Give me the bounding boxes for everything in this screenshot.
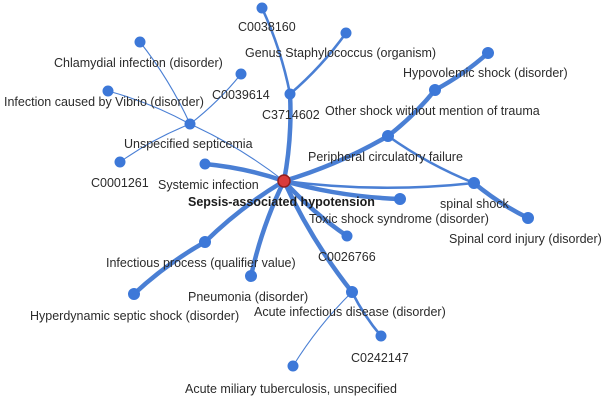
node-c0038160[interactable]	[256, 2, 268, 14]
label-genus-staph: Genus Staphylococcus (organism)	[245, 46, 436, 60]
edge-center-to-unspecified-septicemia	[189, 123, 285, 182]
edge-center-to-acute-infectious	[281, 178, 355, 295]
label-unspecified-septicemia: Unspecified septicemia	[124, 137, 253, 151]
node-acute-miliary-tb[interactable]	[287, 360, 299, 372]
label-c0026766: C0026766	[318, 250, 376, 264]
label-center: Sepsis-associated hypotension	[188, 195, 375, 209]
node-peripheral-circulatory[interactable]	[382, 130, 394, 142]
label-layer: Sepsis-associated hypotension C0038160 Gen…	[4, 20, 602, 396]
node-c0242147[interactable]	[375, 330, 387, 342]
label-acute-infectious: Acute infectious disease (disorder)	[254, 305, 446, 319]
node-genus-staph[interactable]	[340, 27, 352, 39]
node-c0026766[interactable]	[341, 230, 353, 242]
label-hyperdynamic: Hyperdynamic septic shock (disorder)	[30, 309, 239, 323]
label-pneumonia: Pneumonia (disorder)	[188, 290, 308, 304]
label-systemic-infection: Systemic infection	[158, 178, 259, 192]
node-chlamydial[interactable]	[134, 36, 146, 48]
label-other-shock: Other shock without mention of trauma	[325, 104, 540, 118]
edge-unspecified-septicemia-to-vibrio	[107, 90, 191, 125]
edge-unspecified-septicemia-to-c0001261	[119, 123, 191, 163]
edge-c3714602-to-genus-staph	[288, 31, 348, 96]
label-c3714602: C3714602	[262, 108, 320, 122]
edge-layer	[107, 6, 531, 367]
node-layer	[102, 2, 534, 372]
node-c3714602[interactable]	[284, 88, 296, 100]
edge-acute-infectious-to-acute-miliary-tb	[292, 291, 353, 367]
edge-peripheral-circulatory-to-spinal-shock	[386, 134, 476, 185]
node-hypovolemic-shock[interactable]	[482, 47, 494, 59]
label-toxic-shock: Toxic shock syndrome (disorder)	[309, 212, 489, 226]
edge-c3714602-to-c0038160	[260, 6, 292, 96]
edge-center-to-systemic-infection	[202, 161, 287, 184]
edge-center-to-c0026766	[281, 178, 350, 239]
node-infectious-process[interactable]	[199, 236, 211, 248]
edge-other-shock-to-hypovolemic-shock	[432, 50, 491, 93]
edge-center-to-pneumonia	[248, 178, 287, 279]
edge-center-to-toxic-shock	[281, 178, 403, 202]
label-infectious-process: Infectious process (qualifier value)	[106, 256, 296, 270]
label-spinal-cord-injury: Spinal cord injury (disorder)	[449, 232, 602, 246]
node-unspecified-septicemia[interactable]	[184, 118, 196, 130]
node-other-shock[interactable]	[429, 84, 441, 96]
edge-peripheral-circulatory-to-other-shock	[385, 87, 438, 139]
label-c0038160: C0038160	[238, 20, 296, 34]
node-acute-infectious[interactable]	[346, 286, 358, 298]
node-spinal-shock[interactable]	[468, 177, 480, 189]
label-c0001261: C0001261	[91, 176, 149, 190]
edge-center-to-peripheral-circulatory	[281, 133, 391, 184]
node-c0001261[interactable]	[114, 156, 126, 168]
edge-center-to-infectious-process	[202, 178, 287, 245]
edge-unspecified-septicemia-to-chlamydial	[139, 41, 191, 125]
node-pneumonia[interactable]	[245, 270, 257, 282]
label-spinal-shock: spinal shock	[440, 197, 510, 211]
node-vibrio[interactable]	[102, 85, 114, 97]
label-chlamydial: Chlamydial infection (disorder)	[54, 56, 223, 70]
node-hyperdynamic[interactable]	[128, 288, 140, 300]
edge-center-to-c3714602	[281, 91, 293, 184]
label-peripheral-circulatory: Peripheral circulatory failure	[308, 150, 463, 164]
label-hypovolemic-shock: Hypovolemic shock (disorder)	[403, 66, 568, 80]
node-center[interactable]	[277, 174, 291, 188]
label-c0039614: C0039614	[212, 88, 270, 102]
label-vibrio: Infection caused by Vibrio (disorder)	[4, 95, 204, 109]
edge-spinal-shock-to-spinal-cord-injury	[471, 180, 531, 221]
node-c0039614[interactable]	[235, 68, 247, 80]
edge-infectious-process-to-hyperdynamic	[131, 239, 208, 297]
node-toxic-shock[interactable]	[394, 193, 406, 205]
label-c0242147: C0242147	[351, 351, 409, 365]
node-systemic-infection[interactable]	[199, 158, 211, 170]
edge-center-to-spinal-shock	[282, 179, 476, 190]
node-spinal-cord-injury[interactable]	[522, 212, 534, 224]
edge-unspecified-septicemia-to-c0039614	[189, 73, 242, 125]
label-acute-miliary-tb: Acute miliary tuberculosis, unspecified	[185, 382, 397, 396]
